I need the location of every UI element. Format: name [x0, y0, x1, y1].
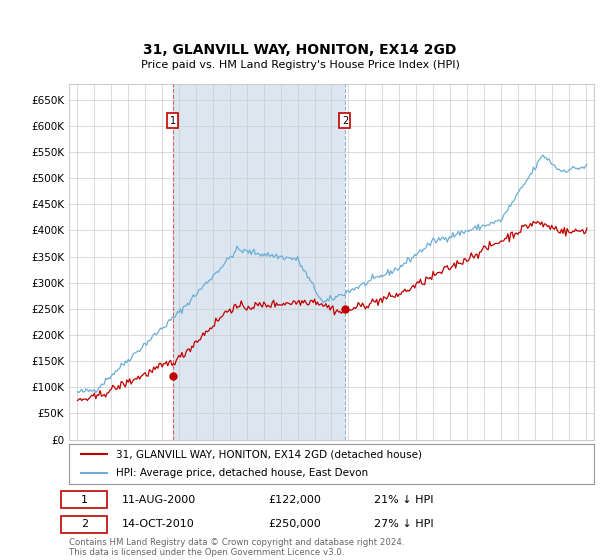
- Text: 11-AUG-2000: 11-AUG-2000: [121, 494, 196, 505]
- Text: £122,000: £122,000: [269, 494, 322, 505]
- Text: £250,000: £250,000: [269, 519, 321, 529]
- Text: 31, GLANVILL WAY, HONITON, EX14 2GD: 31, GLANVILL WAY, HONITON, EX14 2GD: [143, 43, 457, 57]
- Text: 2: 2: [80, 519, 88, 529]
- Text: 21% ↓ HPI: 21% ↓ HPI: [373, 494, 433, 505]
- Text: 31, GLANVILL WAY, HONITON, EX14 2GD (detached house): 31, GLANVILL WAY, HONITON, EX14 2GD (det…: [116, 449, 422, 459]
- Text: Price paid vs. HM Land Registry's House Price Index (HPI): Price paid vs. HM Land Registry's House …: [140, 60, 460, 70]
- Text: 2: 2: [342, 115, 348, 125]
- Text: 14-OCT-2010: 14-OCT-2010: [121, 519, 194, 529]
- FancyBboxPatch shape: [61, 516, 107, 533]
- Text: 1: 1: [81, 494, 88, 505]
- Text: Contains HM Land Registry data © Crown copyright and database right 2024.
This d: Contains HM Land Registry data © Crown c…: [69, 538, 404, 557]
- FancyBboxPatch shape: [61, 491, 107, 508]
- Bar: [173, 84, 345, 440]
- Text: 27% ↓ HPI: 27% ↓ HPI: [373, 519, 433, 529]
- Text: 1: 1: [170, 115, 176, 125]
- Text: HPI: Average price, detached house, East Devon: HPI: Average price, detached house, East…: [116, 468, 368, 478]
